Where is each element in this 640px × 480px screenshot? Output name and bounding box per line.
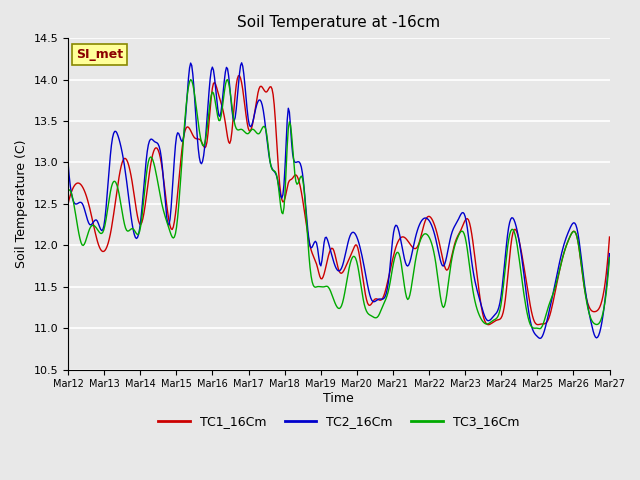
TC2_16Cm bbox=[605, 251, 613, 256]
TC2_16Cm bbox=[326, 244, 333, 250]
TC1_16Cm bbox=[323, 262, 330, 268]
TC3_16Cm bbox=[595, 321, 602, 326]
Line: TC2_16Cm: TC2_16Cm bbox=[68, 63, 609, 338]
TC3_16Cm bbox=[187, 77, 195, 83]
TC2_16Cm bbox=[64, 159, 72, 165]
TC3_16Cm bbox=[326, 286, 333, 292]
TC1_16Cm bbox=[64, 201, 72, 207]
TC1_16Cm bbox=[605, 234, 613, 240]
TC2_16Cm bbox=[536, 336, 544, 341]
Line: TC1_16Cm: TC1_16Cm bbox=[68, 76, 609, 324]
Text: SI_met: SI_met bbox=[76, 48, 124, 61]
Line: TC3_16Cm: TC3_16Cm bbox=[68, 80, 609, 329]
TC3_16Cm bbox=[64, 189, 72, 194]
TC2_16Cm bbox=[358, 253, 366, 259]
TC2_16Cm bbox=[595, 333, 602, 338]
TC2_16Cm bbox=[388, 249, 396, 255]
TC3_16Cm bbox=[358, 290, 366, 296]
TC3_16Cm bbox=[509, 227, 516, 232]
TC2_16Cm bbox=[323, 234, 330, 240]
X-axis label: Time: Time bbox=[323, 392, 354, 405]
TC3_16Cm bbox=[605, 255, 613, 261]
TC2_16Cm bbox=[509, 215, 516, 221]
TC1_16Cm bbox=[236, 73, 243, 79]
TC3_16Cm bbox=[323, 283, 330, 289]
Legend: TC1_16Cm, TC2_16Cm, TC3_16Cm: TC1_16Cm, TC2_16Cm, TC3_16Cm bbox=[154, 410, 524, 433]
TC1_16Cm bbox=[509, 230, 516, 236]
TC1_16Cm bbox=[595, 306, 602, 312]
TC1_16Cm bbox=[358, 270, 366, 276]
TC2_16Cm bbox=[238, 60, 246, 66]
TC1_16Cm bbox=[388, 262, 396, 268]
TC1_16Cm bbox=[534, 322, 541, 327]
Y-axis label: Soil Temperature (C): Soil Temperature (C) bbox=[15, 140, 28, 268]
Title: Soil Temperature at -16cm: Soil Temperature at -16cm bbox=[237, 15, 440, 30]
TC3_16Cm bbox=[388, 272, 396, 278]
TC1_16Cm bbox=[326, 249, 333, 255]
TC3_16Cm bbox=[536, 326, 544, 332]
